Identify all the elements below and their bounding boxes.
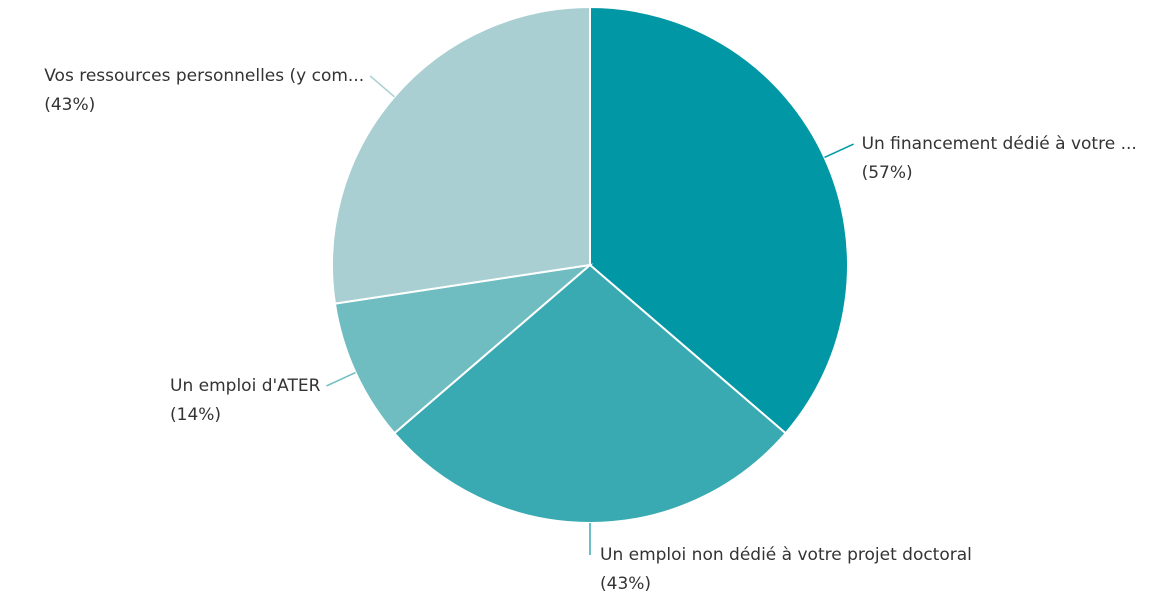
slice-label: Un financement dédié à votre ... xyxy=(862,134,1137,154)
leader-line xyxy=(824,143,854,159)
slice-value-label: (14%) xyxy=(170,405,221,425)
leader-line xyxy=(326,371,356,387)
pie-slice xyxy=(333,263,594,435)
slice-label: Vos ressources personnelles (y com... xyxy=(44,66,364,86)
pie-slice xyxy=(331,5,591,305)
slice-label: Un emploi d'ATER xyxy=(170,376,321,396)
slice-value-label: (43%) xyxy=(600,574,651,594)
slice-value-label: (43%) xyxy=(44,95,95,115)
slice-value-label: (57%) xyxy=(862,163,913,183)
slice-label: Un emploi non dédié à votre projet docto… xyxy=(600,545,972,565)
leader-line xyxy=(369,75,395,98)
